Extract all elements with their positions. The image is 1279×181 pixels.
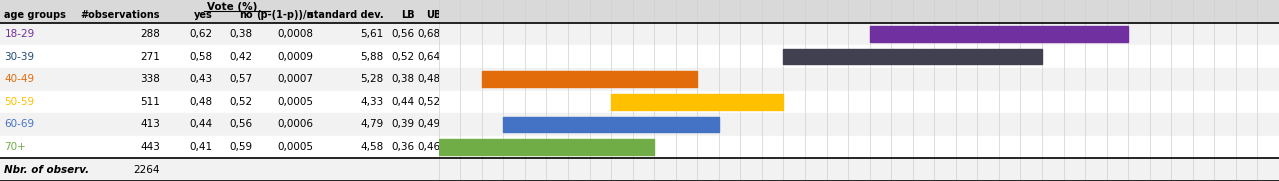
Text: no: no [239, 10, 252, 20]
Bar [439, 68, 1279, 90]
Text: 60-69: 60-69 [4, 119, 35, 129]
Text: 0,0006: 0,0006 [278, 119, 313, 129]
Text: 70+: 70+ [4, 142, 26, 152]
Text: 0,52: 0,52 [418, 97, 441, 107]
Text: 0,38: 0,38 [229, 29, 252, 39]
Text: 0,0008: 0,0008 [278, 29, 313, 39]
Bar [0, 45, 439, 68]
Bar [439, 139, 654, 155]
Bar [0, 0, 439, 23]
Text: 0,57: 0,57 [229, 74, 252, 84]
Text: 0,36: 0,36 [391, 142, 414, 152]
Bar [504, 117, 719, 132]
Bar [0, 90, 439, 113]
Text: 4,79: 4,79 [361, 119, 384, 129]
Text: 0,44: 0,44 [391, 97, 414, 107]
Bar [0, 136, 439, 158]
Text: 0,62: 0,62 [189, 29, 212, 39]
Text: 0,43: 0,43 [189, 74, 212, 84]
Bar [439, 90, 1279, 113]
Text: 338: 338 [141, 74, 160, 84]
Text: 288: 288 [141, 29, 160, 39]
Text: 413: 413 [141, 119, 160, 129]
Text: LB: LB [400, 10, 414, 20]
Text: 0,46: 0,46 [418, 142, 441, 152]
Text: 5,61: 5,61 [361, 29, 384, 39]
Bar [0, 23, 439, 45]
Text: 0,39: 0,39 [391, 119, 414, 129]
Text: 0,58: 0,58 [189, 52, 212, 62]
Text: 5,28: 5,28 [361, 74, 384, 84]
Text: UB: UB [426, 10, 441, 20]
Text: 271: 271 [141, 52, 160, 62]
Text: 0,56: 0,56 [391, 29, 414, 39]
Bar [439, 0, 1279, 23]
Bar [439, 23, 1279, 45]
Bar [0, 113, 439, 136]
Bar [439, 158, 1279, 181]
Bar [439, 45, 1279, 68]
Text: 2264: 2264 [133, 165, 160, 175]
Text: 0,56: 0,56 [229, 119, 252, 129]
Text: 0,42: 0,42 [229, 52, 252, 62]
Text: #observations: #observations [81, 10, 160, 20]
Text: 0,48: 0,48 [418, 74, 441, 84]
Bar [784, 49, 1042, 64]
Text: standard dev.: standard dev. [308, 10, 384, 20]
Text: 0,0007: 0,0007 [278, 74, 313, 84]
Text: 0,0005: 0,0005 [278, 97, 313, 107]
Text: 0,48: 0,48 [189, 97, 212, 107]
Text: 511: 511 [141, 97, 160, 107]
Text: yes: yes [194, 10, 212, 20]
Text: 0,44: 0,44 [189, 119, 212, 129]
Text: 40-49: 40-49 [4, 74, 35, 84]
Text: 18-29: 18-29 [4, 29, 35, 39]
Text: 50-59: 50-59 [4, 97, 35, 107]
Bar [482, 71, 697, 87]
Text: 0,68: 0,68 [418, 29, 441, 39]
Text: 443: 443 [141, 142, 160, 152]
Text: 0,64: 0,64 [418, 52, 441, 62]
Text: 4,58: 4,58 [361, 142, 384, 152]
Text: Nbr. of observ.: Nbr. of observ. [4, 165, 90, 175]
Text: 0,0005: 0,0005 [278, 142, 313, 152]
Text: 4,33: 4,33 [361, 97, 384, 107]
Text: age groups: age groups [4, 10, 67, 20]
Text: 0,38: 0,38 [391, 74, 414, 84]
Bar [611, 94, 784, 110]
Text: 0,59: 0,59 [229, 142, 252, 152]
Bar [439, 113, 1279, 136]
Text: 0,0009: 0,0009 [278, 52, 313, 62]
Text: 0,52: 0,52 [391, 52, 414, 62]
Text: 5,88: 5,88 [361, 52, 384, 62]
Bar [0, 68, 439, 90]
Text: (p-(1-p))/n: (p-(1-p))/n [256, 10, 313, 20]
Bar [870, 26, 1128, 42]
Text: 0,52: 0,52 [229, 97, 252, 107]
Bar [0, 158, 439, 181]
Bar [439, 136, 1279, 158]
Text: 0,41: 0,41 [189, 142, 212, 152]
Text: 0,49: 0,49 [418, 119, 441, 129]
Text: Vote (%): Vote (%) [207, 2, 257, 12]
Text: 30-39: 30-39 [4, 52, 35, 62]
